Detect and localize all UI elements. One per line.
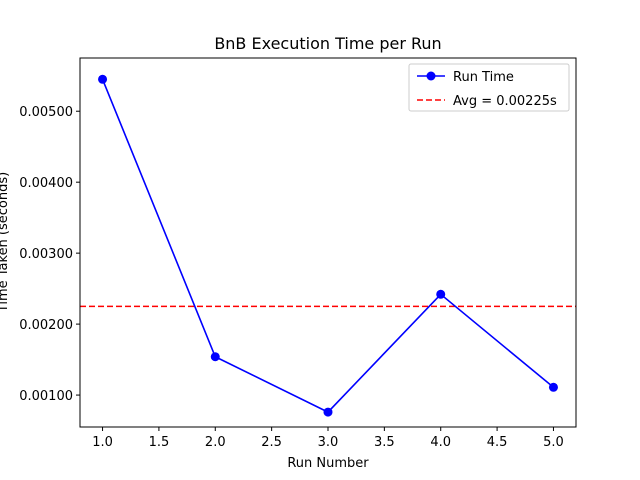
x-tick-label: 3.0 bbox=[318, 435, 339, 450]
legend-box bbox=[408, 63, 570, 112]
data-point bbox=[98, 74, 108, 84]
x-tick-label: 3.5 bbox=[374, 435, 395, 450]
x-tick-label: 4.5 bbox=[487, 435, 508, 450]
y-axis-title: Time Taken (seconds) bbox=[0, 172, 11, 313]
x-tick-label: 1.0 bbox=[92, 435, 113, 450]
x-tick-label: 2.0 bbox=[205, 435, 226, 450]
data-point bbox=[210, 352, 220, 362]
legend: Run Time Avg = 0.00225s bbox=[408, 63, 570, 112]
y-tick-label: 0.00100 bbox=[19, 389, 73, 404]
y-tick-label: 0.00500 bbox=[19, 105, 73, 120]
x-axis-title: Run Number bbox=[287, 456, 369, 471]
data-point bbox=[323, 407, 333, 417]
legend-marker-swatch bbox=[426, 71, 436, 81]
x-tick-label: 2.5 bbox=[261, 435, 282, 450]
x-tick-label: 4.0 bbox=[430, 435, 451, 450]
chart-title: BnB Execution Time per Run bbox=[214, 34, 441, 53]
data-point bbox=[548, 382, 558, 392]
x-tick-label: 1.5 bbox=[149, 435, 170, 450]
y-tick-label: 0.00400 bbox=[19, 176, 73, 191]
legend-label: Avg = 0.00225s bbox=[453, 94, 557, 109]
plot-area bbox=[80, 74, 576, 417]
axes: 1.0 1.5 2.0 2.5 3.0 3.5 4.0 4.5 5.0 0.00100 0.0020… bbox=[19, 57, 577, 450]
y-tick-label: 0.00300 bbox=[19, 247, 73, 262]
x-tick-label: 5.0 bbox=[543, 435, 564, 450]
y-tick-label: 0.00200 bbox=[19, 318, 73, 333]
data-point bbox=[436, 289, 446, 299]
legend-label: Run Time bbox=[453, 70, 514, 85]
